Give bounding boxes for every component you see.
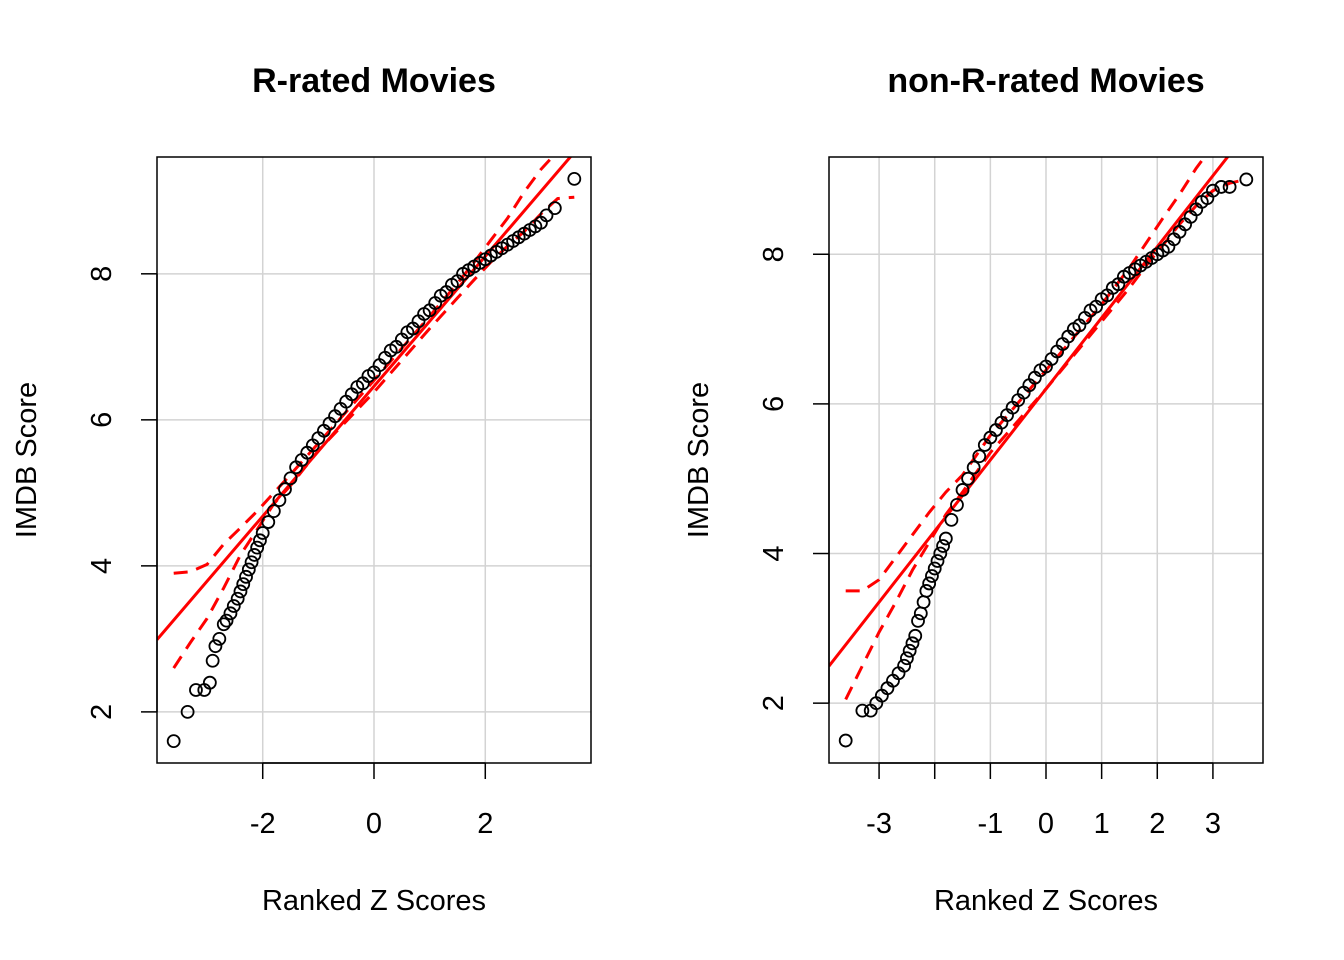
panel-non-r-rated: non-R-rated Movies Ranked Z Scores IMDB … bbox=[683, 62, 1264, 917]
data-point bbox=[567, 172, 582, 186]
data-point bbox=[938, 531, 953, 546]
data-point bbox=[226, 599, 241, 613]
data-point bbox=[180, 704, 195, 719]
data-point bbox=[899, 651, 914, 666]
data-point bbox=[908, 628, 923, 643]
data-point bbox=[966, 460, 981, 475]
x-axis: -3 -1 0 1 2 3 bbox=[866, 762, 1221, 840]
data-point bbox=[266, 504, 281, 519]
x-tick-label: 3 bbox=[1205, 808, 1221, 840]
data-point bbox=[936, 539, 950, 553]
data-point bbox=[216, 617, 231, 632]
data-point bbox=[202, 675, 217, 690]
data-points bbox=[838, 172, 1254, 748]
data-point bbox=[250, 540, 265, 555]
y-tick-label: 4 bbox=[86, 558, 118, 574]
data-point bbox=[972, 449, 987, 464]
data-point bbox=[1239, 172, 1254, 187]
band-upper-line bbox=[173, 157, 555, 575]
data-point bbox=[547, 201, 562, 216]
data-point bbox=[261, 515, 276, 529]
data-point bbox=[1222, 180, 1237, 194]
data-point bbox=[255, 526, 270, 540]
data-point bbox=[950, 497, 964, 512]
grid-lines bbox=[157, 157, 591, 763]
data-point bbox=[919, 584, 934, 598]
data-point bbox=[955, 483, 970, 497]
y-axis-label: IMDB Score bbox=[11, 382, 43, 538]
data-point bbox=[1214, 180, 1229, 194]
data-point bbox=[961, 471, 976, 486]
data-point bbox=[539, 208, 554, 223]
x-tick-label: 0 bbox=[366, 808, 382, 840]
reference-line-segment bbox=[829, 157, 1230, 668]
data-point bbox=[244, 555, 259, 570]
data-point bbox=[241, 562, 256, 577]
data-point bbox=[230, 591, 245, 606]
x-tick-label: 2 bbox=[1149, 808, 1165, 840]
data-point bbox=[212, 631, 227, 646]
data-point bbox=[223, 606, 238, 621]
data-point bbox=[855, 703, 870, 718]
data-points bbox=[166, 172, 582, 748]
data-point bbox=[897, 658, 912, 673]
panel-r-rated: R-rated Movies Ranked Z Scores IMDB Scor… bbox=[11, 62, 592, 917]
data-point bbox=[278, 482, 292, 497]
panel-title: non-R-rated Movies bbox=[887, 62, 1204, 100]
x-tick-label: -2 bbox=[250, 808, 276, 840]
data-point bbox=[911, 613, 925, 628]
reference-line bbox=[157, 157, 573, 641]
panel-title: R-rated Movies bbox=[252, 62, 496, 100]
y-tick-label: 4 bbox=[758, 545, 790, 561]
reference-line-segment bbox=[157, 157, 573, 641]
data-point bbox=[913, 606, 928, 621]
x-axis-label: Ranked Z Scores bbox=[934, 885, 1158, 917]
x-tick-label: -1 bbox=[977, 808, 1003, 840]
data-point bbox=[916, 595, 931, 610]
data-point bbox=[922, 576, 937, 591]
data-point bbox=[219, 613, 234, 628]
data-point bbox=[253, 533, 267, 548]
data-point bbox=[944, 512, 959, 527]
data-point bbox=[189, 683, 203, 697]
y-tick-label: 8 bbox=[86, 266, 118, 282]
x-tick-label: -3 bbox=[866, 808, 892, 840]
y-tick-label: 2 bbox=[86, 704, 118, 720]
y-tick-label: 6 bbox=[758, 396, 790, 412]
data-point bbox=[930, 554, 945, 568]
data-point bbox=[1206, 183, 1220, 198]
data-point bbox=[205, 653, 220, 668]
grid-lines bbox=[829, 157, 1263, 763]
y-tick-label: 8 bbox=[758, 246, 790, 262]
x-axis-label: Ranked Z Scores bbox=[262, 885, 486, 917]
data-point bbox=[166, 734, 181, 748]
y-axis: 2 4 6 8 bbox=[758, 246, 830, 711]
data-point bbox=[838, 733, 853, 748]
x-tick-label: 1 bbox=[1094, 808, 1110, 840]
x-tick-label: 0 bbox=[1038, 808, 1054, 840]
y-tick-label: 2 bbox=[758, 695, 790, 711]
data-point bbox=[925, 569, 939, 583]
data-point bbox=[239, 569, 253, 584]
x-axis: -2 0 2 bbox=[250, 762, 493, 840]
y-axis-label: IMDB Score bbox=[683, 382, 715, 538]
data-point bbox=[208, 639, 223, 654]
data-point bbox=[902, 643, 917, 658]
data-point bbox=[283, 471, 298, 486]
reference-line bbox=[829, 157, 1230, 668]
data-point bbox=[927, 561, 942, 576]
y-tick-label: 6 bbox=[86, 412, 118, 428]
data-point bbox=[233, 584, 248, 599]
data-point bbox=[933, 546, 948, 561]
data-point bbox=[905, 636, 920, 651]
data-point bbox=[272, 493, 287, 508]
x-tick-label: 2 bbox=[477, 808, 493, 840]
y-axis: 2 4 6 8 bbox=[86, 266, 158, 720]
data-point bbox=[236, 577, 251, 592]
data-point bbox=[247, 548, 262, 562]
